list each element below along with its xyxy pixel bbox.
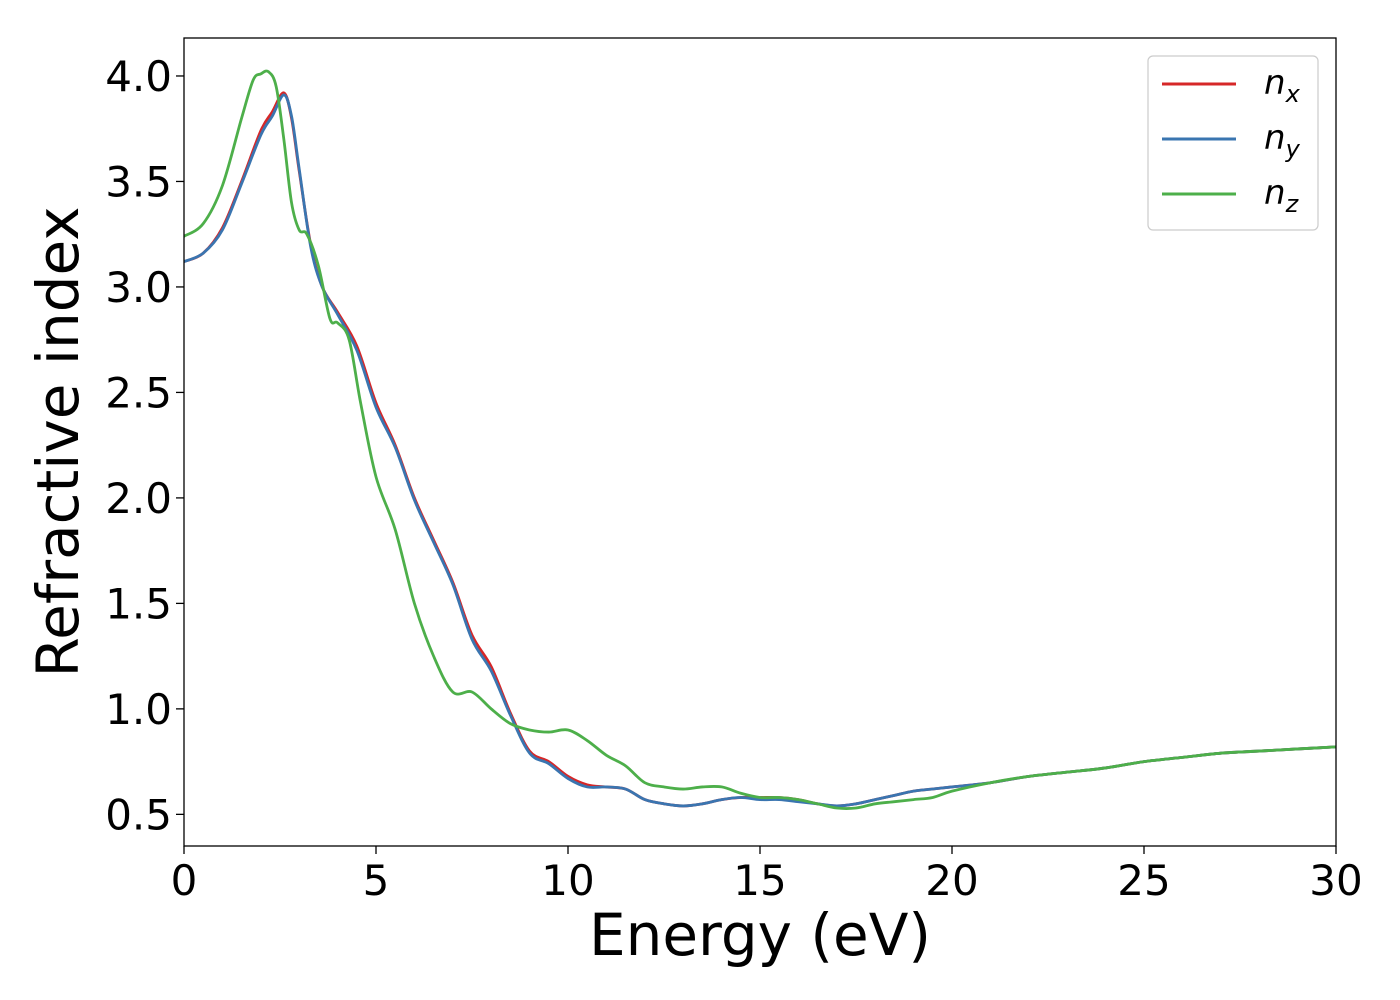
series-line-z	[184, 69, 1336, 810]
legend-label-x: nx	[1264, 63, 1301, 108]
legend-label-subscript: z	[1285, 190, 1300, 218]
y-tick-label: 1.5	[105, 579, 172, 628]
x-tick-label: 0	[171, 856, 198, 905]
legend-label-z: nz	[1264, 173, 1300, 218]
legend-box	[1147, 55, 1319, 231]
y-axis-label: Refractive index	[24, 206, 92, 677]
x-tick-label: 5	[363, 856, 390, 905]
legend-label-main: n	[1264, 63, 1286, 103]
x-tick-label: 25	[1117, 856, 1170, 905]
x-tick-label: 20	[925, 856, 978, 905]
y-tick-label: 2.0	[105, 474, 172, 523]
y-tick-label: 3.5	[105, 157, 172, 206]
x-axis: 0 5 10 15 20 25 30	[171, 846, 1363, 905]
y-tick-label: 3.0	[105, 263, 172, 312]
y-tick-label: 2.5	[105, 368, 172, 417]
x-tick-label: 15	[733, 856, 786, 905]
legend-label-main: n	[1264, 118, 1286, 158]
y-tick-label: 4.0	[105, 52, 172, 101]
legend-label-subscript: x	[1285, 80, 1301, 108]
plot-background	[184, 38, 1336, 846]
y-tick-label: 1.0	[105, 685, 172, 734]
y-tick-label: 0.5	[105, 790, 172, 839]
x-axis-label: Energy (eV)	[589, 901, 931, 969]
series-layer	[184, 69, 1336, 810]
x-tick-label: 30	[1309, 856, 1362, 905]
y-axis: 0.5 1.0 1.5 2.0 2.5 3.0 3.5 4.0	[105, 52, 184, 839]
plot-area	[184, 38, 1336, 846]
x-tick-label: 10	[541, 856, 594, 905]
legend-label-subscript: y	[1285, 135, 1301, 163]
legend-label-main: n	[1264, 173, 1286, 213]
legend-label-y: ny	[1264, 118, 1301, 163]
